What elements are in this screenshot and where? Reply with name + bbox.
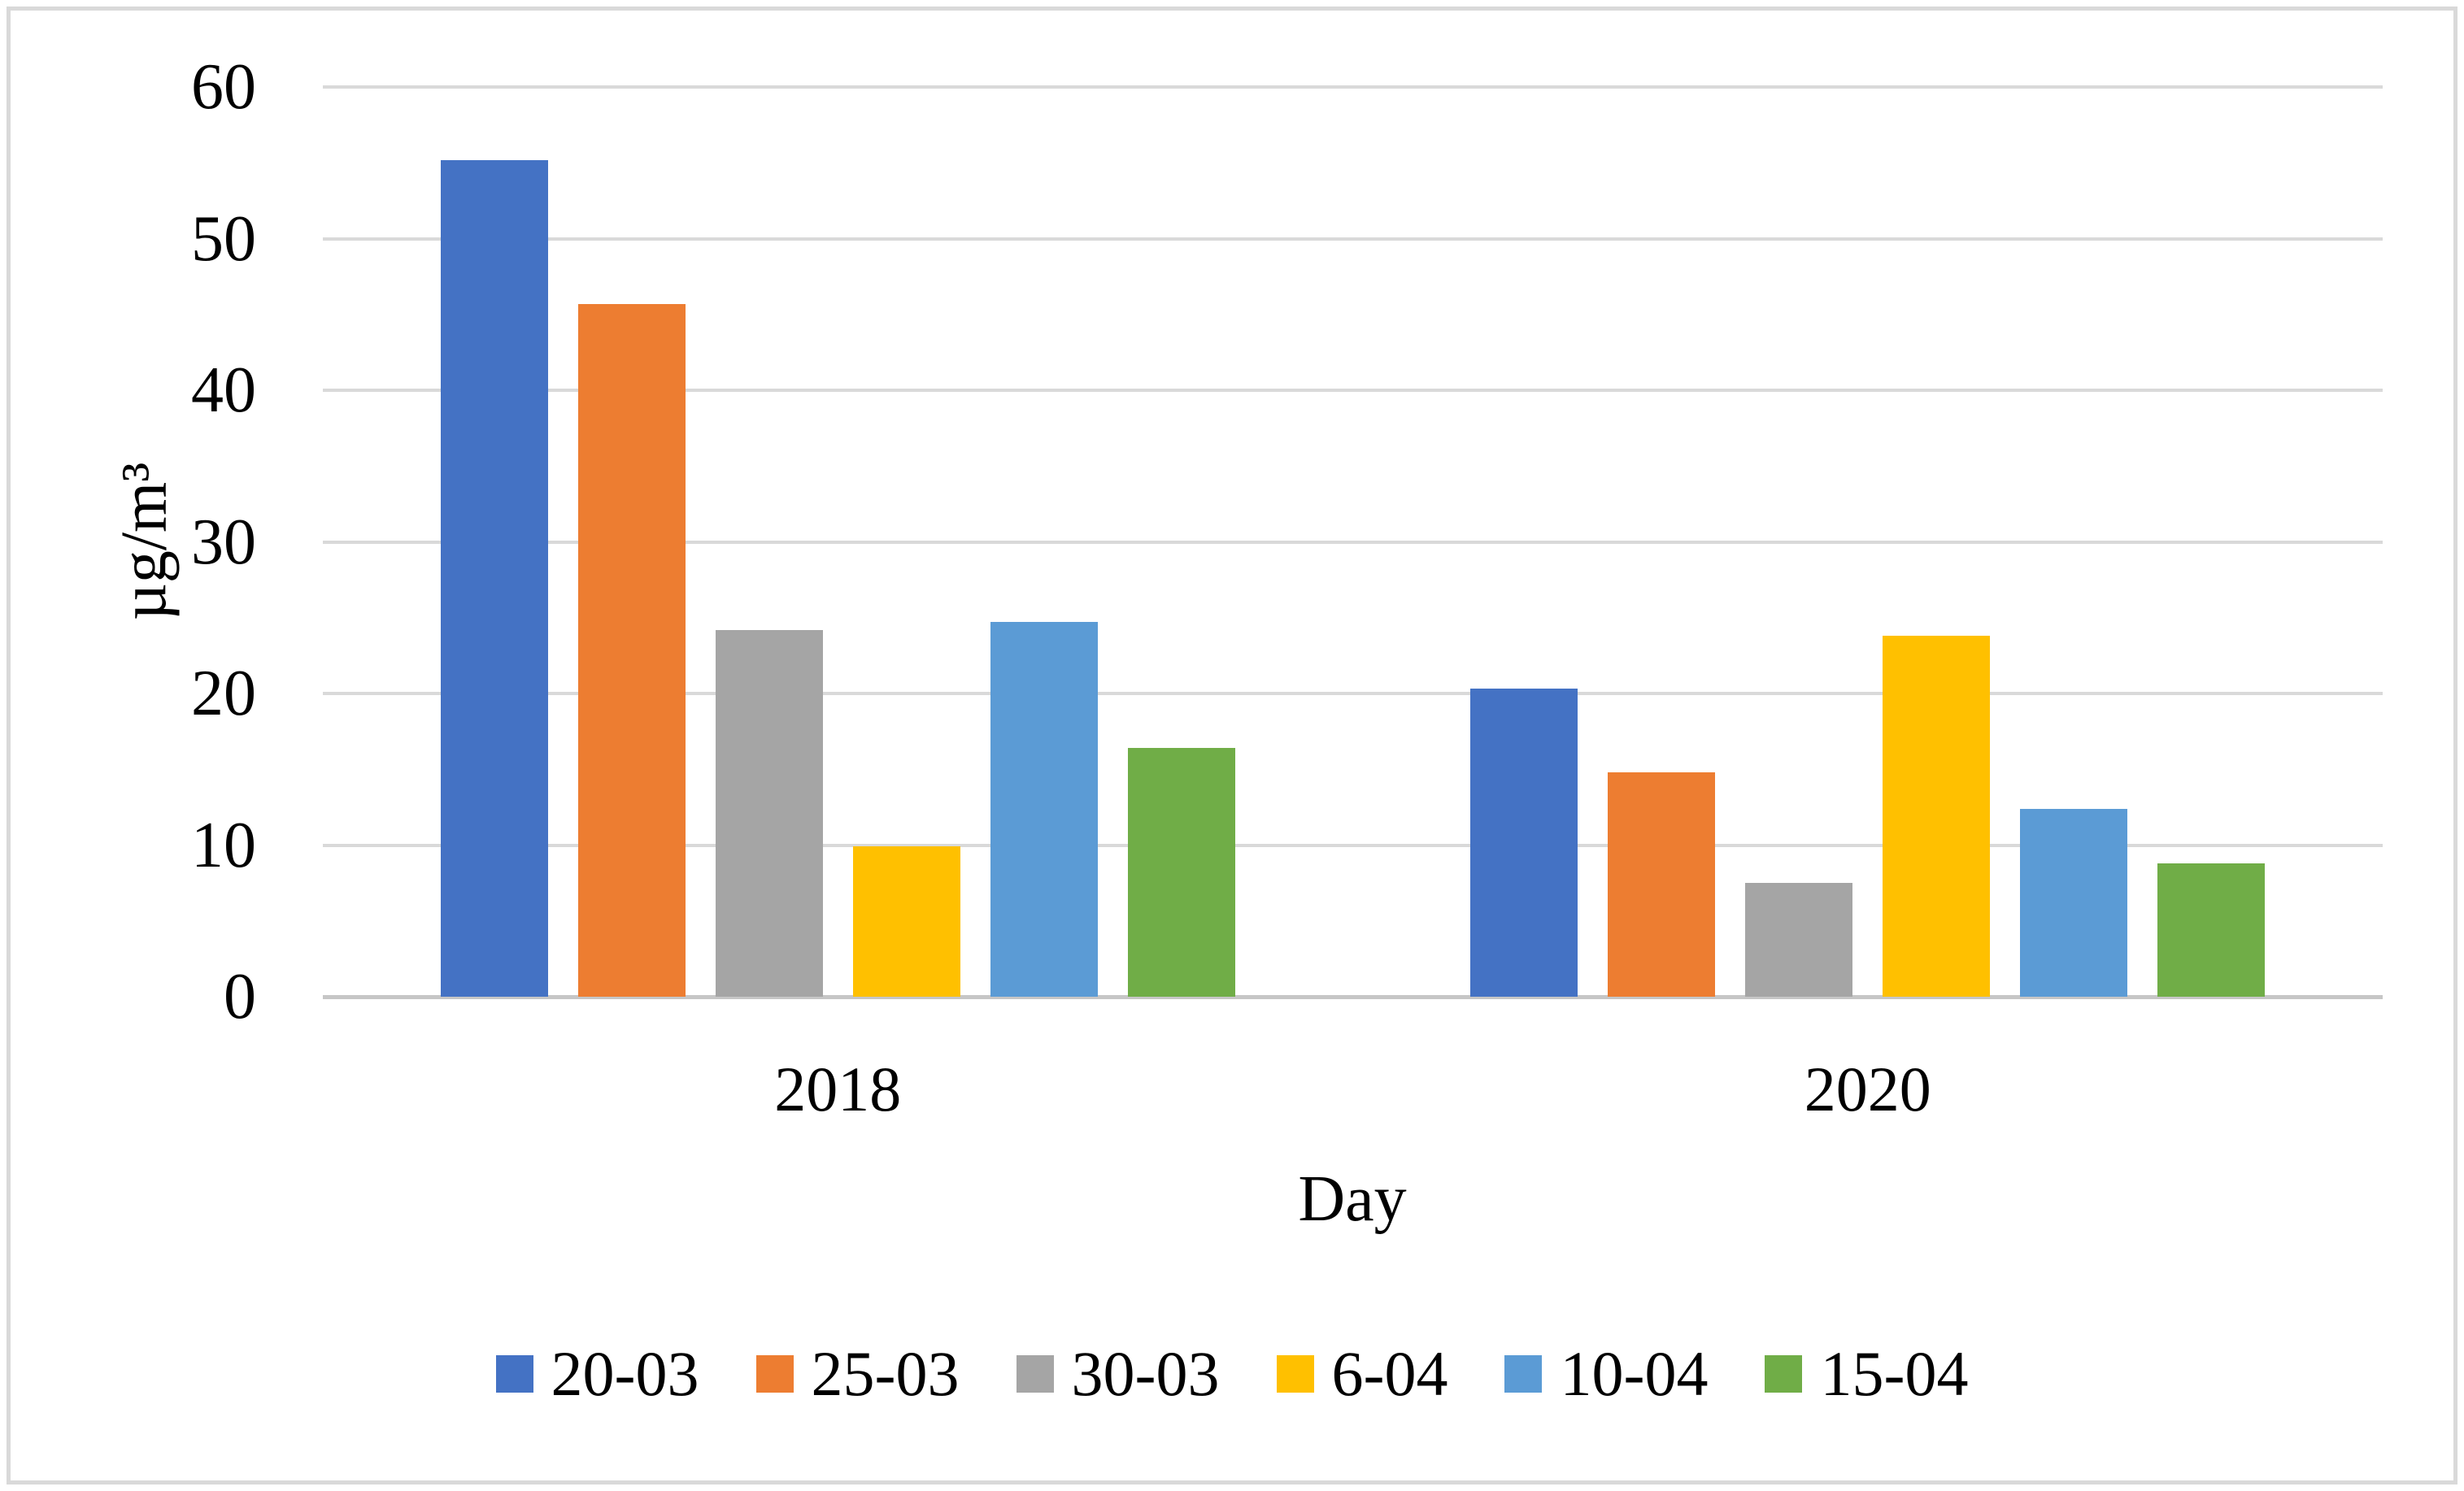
- bar-2020-30-03: [1745, 883, 1853, 997]
- legend-label-10-04: 10-04: [1560, 1338, 1709, 1409]
- legend-item-10-04: 10-04: [1504, 1341, 1708, 1406]
- y-axis-title: µg/m³: [108, 462, 181, 621]
- bar-2020-6-04: [1883, 636, 1991, 997]
- legend-swatch-25-03: [755, 1355, 794, 1393]
- y-tick-label-60: 60: [191, 51, 256, 123]
- legend-swatch-15-04: [1765, 1355, 1803, 1393]
- bar-2020-20-03: [1470, 689, 1578, 997]
- x-axis-title: Day: [1298, 1163, 1407, 1235]
- gridline-40: [323, 389, 2383, 392]
- legend-swatch-30-03: [1016, 1355, 1054, 1393]
- y-tick-label-30: 30: [191, 506, 256, 578]
- gridline-30: [323, 540, 2383, 544]
- y-tick-label-50: 50: [191, 202, 256, 275]
- legend-label-25-03: 25-03: [811, 1338, 960, 1409]
- bar-2018-6-04: [852, 846, 960, 997]
- gridline-60: [323, 85, 2383, 89]
- legend-swatch-6-04: [1276, 1355, 1314, 1393]
- legend-item-6-04: 6-04: [1276, 1338, 1448, 1409]
- legend: 20-03 25-03 30-03 6-04 10-04 15-04: [0, 1341, 2464, 1406]
- bar-2018-25-03: [577, 303, 686, 997]
- legend-label-30-03: 30-03: [1071, 1338, 1220, 1409]
- bar-2020-10-04: [2020, 808, 2128, 997]
- legend-item-15-04: 15-04: [1765, 1341, 1968, 1406]
- bar-2018-15-04: [1127, 748, 1235, 997]
- bar-2018-10-04: [990, 622, 1098, 997]
- y-tick-label-0: 0: [224, 961, 256, 1032]
- legend-label-20-03: 20-03: [551, 1338, 699, 1409]
- bar-2018-20-03: [440, 159, 548, 997]
- category-label-2018: 2018: [774, 1054, 902, 1124]
- legend-label-6-04: 6-04: [1331, 1338, 1448, 1409]
- legend-item-30-03: 30-03: [1016, 1338, 1220, 1409]
- bar-2018-30-03: [715, 629, 823, 997]
- legend-label-15-04: 15-04: [1820, 1338, 1969, 1409]
- legend-item-20-03: 20-03: [495, 1338, 699, 1409]
- gridline-10: [323, 843, 2383, 847]
- category-label-2020: 2020: [1804, 1054, 1931, 1124]
- plot-area: [323, 0, 2383, 1491]
- legend-item-25-03: 25-03: [755, 1338, 960, 1409]
- chart-border: [7, 7, 2457, 1484]
- bar-2020-15-04: [2157, 863, 2266, 997]
- y-tick-label-20: 20: [191, 658, 256, 729]
- legend-swatch-10-04: [1504, 1355, 1543, 1393]
- y-tick-label-10: 10: [191, 809, 256, 881]
- gridline-20: [323, 692, 2383, 695]
- x-axis-line: [323, 995, 2383, 999]
- y-tick-label-40: 40: [191, 354, 256, 426]
- bar-2020-25-03: [1608, 772, 1716, 997]
- legend-swatch-20-03: [495, 1355, 533, 1393]
- gridline-50: [323, 237, 2383, 241]
